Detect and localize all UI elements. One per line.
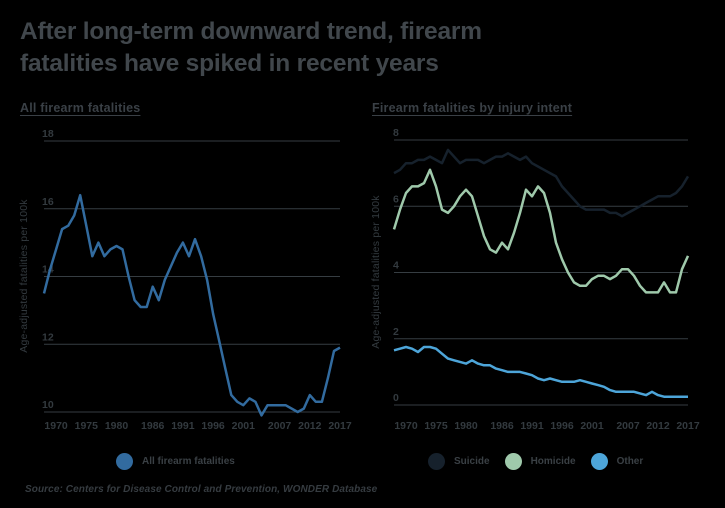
legend-item-homicide: Homicide (504, 453, 576, 470)
x-tick-label-2012: 2012 (298, 420, 322, 432)
chart-heading-all-firearm-fatalities: All firearm fatalities (20, 101, 141, 115)
y-axis-title: Age-adjusted fatalities per 100k (370, 195, 382, 349)
other-swatch-icon (590, 453, 608, 470)
x-tick-label-1991: 1991 (520, 420, 544, 432)
homicide-swatch-icon (504, 453, 522, 470)
legend-label-other: Other (616, 456, 644, 467)
legend-label-homicide: Homicide (530, 456, 576, 467)
x-tick-label-2017: 2017 (328, 420, 352, 432)
x-tick-label-2007: 2007 (268, 420, 292, 432)
page-title: After long-term downward trend, firearm … (20, 18, 482, 77)
series-line-all-firearm-fatalities (42, 193, 341, 417)
x-tick-label-1970: 1970 (394, 420, 418, 432)
x-tick-label-2001: 2001 (232, 420, 256, 432)
y-tick-label-2: 2 (393, 326, 399, 338)
y-tick-label-10: 10 (42, 399, 54, 411)
legend-label-suicide: Suicide (454, 456, 490, 467)
all-firearm-fatalities-chart: 10 12 14 16 18 1970 1975 1980 1986 1991 1996 2001 20… (18, 128, 352, 432)
x-tick-label-1975: 1975 (424, 420, 448, 432)
chart-heading-injury-intent: Firearm fatalities by injury intent (372, 101, 573, 115)
series-line-other (393, 345, 688, 398)
series-line-homicide (392, 168, 690, 294)
all-firearm-fatalities-swatch-icon (116, 453, 133, 470)
x-tick-label-1980: 1980 (105, 420, 129, 432)
x-tick-label-2001: 2001 (580, 420, 604, 432)
injury-intent-chart: 0 2 4 6 8 1970 1975 1980 1986 1991 1996 2001 2007 201… (370, 127, 700, 432)
legend-label-all-firearm-fatalities: All firearm fatalities (142, 456, 235, 467)
x-tick-label-2017: 2017 (676, 420, 700, 432)
x-tick-label-1970: 1970 (44, 420, 68, 432)
source-note: Source: Centers for Disease Control and … (25, 484, 378, 495)
series-line-suicide (393, 148, 690, 218)
x-tick-label-1996: 1996 (550, 420, 574, 432)
x-tick-label-2007: 2007 (616, 420, 640, 432)
x-tick-label-2012: 2012 (646, 420, 670, 432)
y-tick-label-16: 16 (42, 196, 54, 208)
suicide-swatch-icon (428, 453, 445, 470)
legend-item-all-firearm-fatalities: All firearm fatalities (116, 453, 235, 470)
y-tick-label-4: 4 (393, 260, 399, 272)
x-tick-label-1975: 1975 (75, 420, 99, 432)
y-tick-label-14: 14 (42, 264, 54, 276)
legend-item-suicide: Suicide (428, 453, 490, 470)
x-tick-label-1996: 1996 (201, 420, 225, 432)
x-tick-label-1991: 1991 (171, 420, 195, 432)
y-tick-label-8: 8 (393, 127, 399, 139)
legend-injury-intent: Suicide Homicide Other (428, 453, 658, 470)
y-tick-label-18: 18 (42, 128, 54, 140)
legend-all-firearm-fatalities: All firearm fatalities (116, 453, 250, 470)
y-tick-label-0: 0 (393, 392, 399, 404)
x-tick-label-1986: 1986 (141, 420, 165, 432)
y-axis-title: Age-adjusted fatalities per 100k (18, 199, 30, 353)
y-tick-label-6: 6 (393, 193, 399, 205)
x-tick-label-1986: 1986 (490, 420, 514, 432)
legend-item-other: Other (590, 453, 644, 470)
y-tick-label-12: 12 (42, 331, 54, 343)
x-tick-label-1980: 1980 (454, 420, 478, 432)
